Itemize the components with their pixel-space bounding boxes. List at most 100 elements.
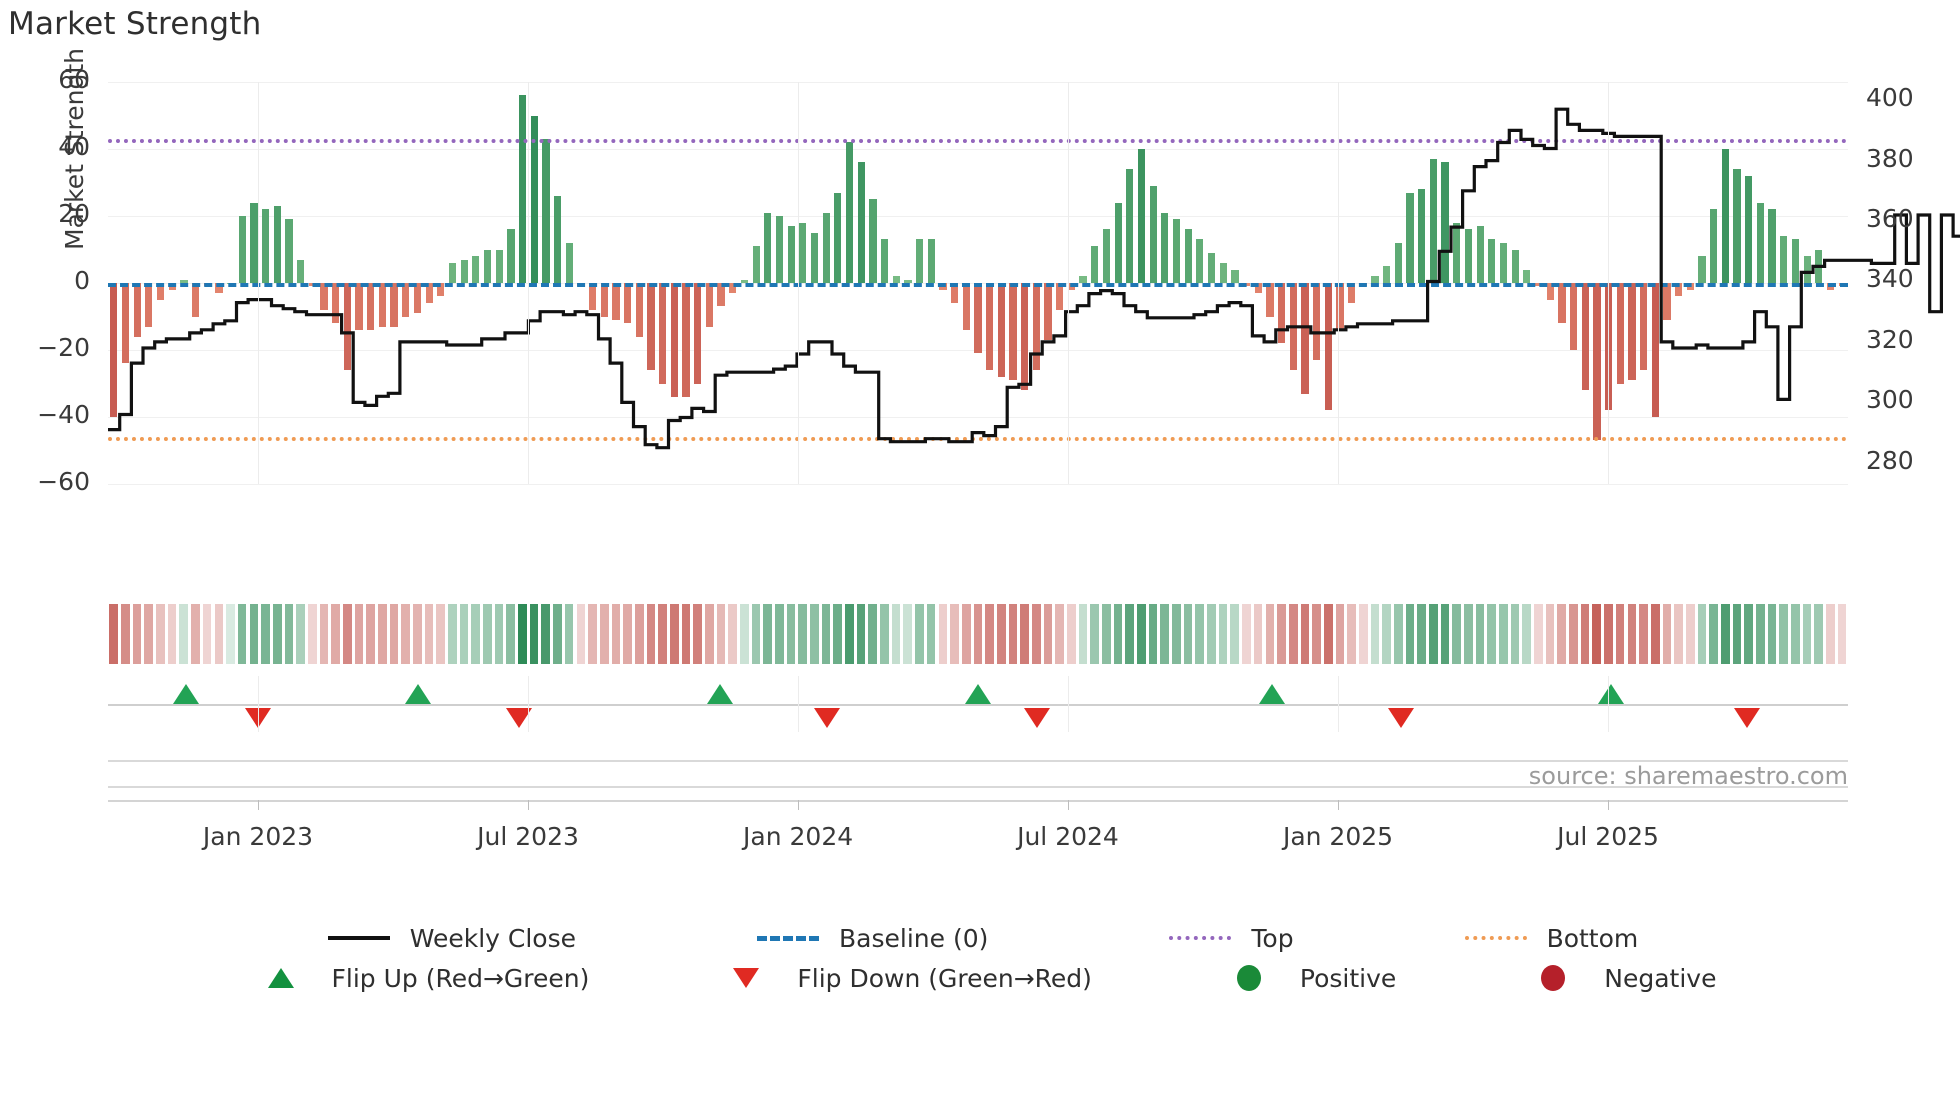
bar	[810, 232, 819, 283]
bar	[402, 283, 410, 317]
heat-cell	[553, 604, 562, 664]
legend-label: Bottom	[1546, 923, 1639, 953]
heat-cell	[880, 604, 889, 664]
bar	[1675, 283, 1683, 297]
bar	[121, 283, 130, 364]
bar	[1184, 229, 1192, 283]
bar	[682, 283, 690, 397]
heat-cell	[132, 604, 142, 664]
legend-label: Baseline (0)	[839, 923, 989, 953]
heat-cell	[156, 604, 165, 664]
legend-item[interactable]: Baseline (0)	[751, 924, 988, 953]
heat-cell	[798, 604, 808, 664]
bar	[1324, 283, 1332, 411]
heat-cell	[821, 604, 831, 664]
x-tick-label: Jan 2023	[202, 822, 314, 851]
flip-down-marker	[1024, 708, 1051, 728]
legend-marker-glyph	[327, 936, 390, 940]
bar	[694, 283, 702, 384]
refline-bottom	[108, 437, 1848, 442]
legend-label: Top	[1251, 923, 1294, 953]
bar	[413, 283, 422, 314]
heat-cell	[226, 604, 235, 664]
x-axis-spine	[108, 800, 1848, 802]
y-tick-left: −20	[37, 333, 90, 362]
bar	[180, 279, 188, 283]
bar	[892, 276, 900, 283]
bar	[1546, 283, 1554, 300]
bar	[1488, 239, 1496, 283]
heat-cell	[331, 604, 340, 664]
heat-cell	[1043, 604, 1053, 664]
legend-label: Flip Down (Green→Red)	[797, 963, 1092, 993]
x-tick-mark	[1608, 800, 1610, 810]
bar	[1406, 192, 1414, 283]
bar	[518, 95, 527, 283]
top-dot-icon	[1163, 936, 1237, 940]
bar	[273, 205, 281, 283]
legend-item[interactable]: Weekly Close	[322, 924, 576, 953]
x-gridline	[528, 676, 530, 732]
bar	[448, 262, 457, 283]
heat-cell	[1826, 604, 1835, 664]
heat-cell	[961, 604, 971, 664]
bar	[717, 283, 725, 307]
legend-item[interactable]: Negative	[1516, 964, 1716, 993]
heat-cell	[1685, 604, 1695, 664]
heat-cell	[1755, 604, 1765, 664]
bar	[1301, 283, 1309, 394]
bar	[822, 212, 830, 283]
heat-cell	[716, 604, 726, 664]
bar	[1733, 169, 1741, 283]
bar	[1149, 185, 1157, 283]
legend-item[interactable]: Bottom	[1459, 923, 1639, 953]
bar	[1161, 212, 1169, 283]
y-tick-right: 320	[1866, 324, 1914, 354]
legend-item[interactable]: Flip Up (Red→Green)	[244, 963, 590, 993]
legend-item[interactable]: Top	[1163, 923, 1294, 953]
heat-cell	[471, 604, 481, 664]
y-tick-left: 0	[74, 266, 90, 295]
bar	[1418, 189, 1426, 283]
legend-marker-glyph	[757, 935, 820, 941]
bar	[425, 283, 433, 304]
heat-cell	[366, 604, 375, 664]
bar	[1079, 276, 1087, 283]
heat-cell	[1125, 604, 1134, 664]
heat-cell	[1090, 604, 1099, 664]
bottom-dot-icon	[1459, 936, 1533, 940]
bar	[904, 279, 912, 283]
heat-cell	[214, 604, 224, 664]
legend: Weekly Close Baseline (0) Top Bottom Flip U…	[0, 918, 1960, 998]
y-tick-right: 340	[1866, 264, 1914, 294]
bar	[390, 283, 398, 327]
heat-cell	[1452, 604, 1461, 664]
flip-baseline	[108, 704, 1848, 706]
flip-down-marker	[813, 708, 840, 728]
heat-cell	[611, 604, 621, 664]
heat-cell	[1335, 604, 1345, 664]
heat-cell	[1207, 604, 1216, 664]
heat-cell	[1230, 604, 1240, 664]
bar	[1464, 229, 1473, 283]
heat-cell	[588, 604, 597, 664]
heat-cell	[599, 604, 609, 664]
bar	[857, 162, 865, 283]
heat-cell	[1148, 604, 1158, 664]
bar	[110, 283, 118, 417]
x-gridline	[1067, 82, 1069, 484]
heat-cell	[751, 604, 761, 664]
flip-down-marker	[1734, 708, 1761, 728]
legend-label: Flip Up (Red→Green)	[331, 963, 590, 993]
heat-cell	[261, 604, 270, 664]
heat-cell	[1464, 604, 1473, 664]
bar	[764, 212, 772, 283]
legend-item[interactable]: Positive	[1212, 964, 1396, 993]
bar	[1569, 283, 1578, 350]
baseline-dash-icon	[751, 935, 825, 941]
left-axis-label: Market Strength	[60, 47, 89, 250]
bar	[1207, 252, 1216, 283]
bar	[1698, 256, 1706, 283]
legend-item[interactable]: Flip Down (Green→Red)	[709, 964, 1092, 993]
